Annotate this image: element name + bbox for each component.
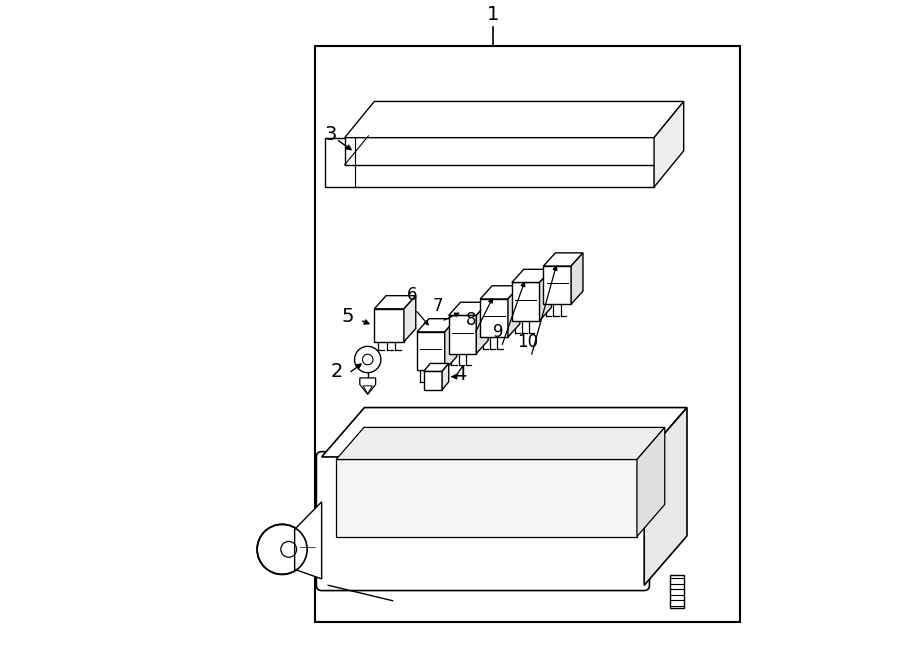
Polygon shape [336,428,665,459]
Polygon shape [321,408,687,457]
Text: 6: 6 [407,286,417,303]
Bar [374,309,404,342]
Circle shape [257,524,307,574]
Polygon shape [476,302,488,354]
Text: 4: 4 [454,365,466,384]
Polygon shape [481,286,520,299]
Bar [544,266,572,304]
Polygon shape [404,295,416,342]
Bar [417,332,445,370]
Polygon shape [572,253,583,304]
Text: 2: 2 [330,362,343,381]
Polygon shape [449,302,488,315]
Polygon shape [644,408,687,585]
Polygon shape [508,286,520,337]
Polygon shape [345,101,684,137]
Text: 8: 8 [466,311,476,329]
Bar [512,282,539,321]
Bar [424,371,442,390]
Text: 9: 9 [493,323,503,341]
Polygon shape [544,253,583,266]
Bar [315,46,740,621]
Polygon shape [637,428,665,537]
Polygon shape [325,137,654,187]
Polygon shape [654,101,684,187]
Polygon shape [360,378,375,395]
Bar [449,315,476,354]
Text: 7: 7 [433,297,444,315]
Text: 1: 1 [487,5,499,24]
Bar [336,459,637,537]
Polygon shape [442,364,449,390]
Polygon shape [512,269,552,282]
Polygon shape [424,364,449,371]
Text: 5: 5 [341,307,354,327]
Polygon shape [445,319,456,370]
FancyBboxPatch shape [317,451,650,590]
Polygon shape [417,319,456,332]
Bar [481,299,508,337]
Polygon shape [374,295,416,309]
Polygon shape [539,269,552,321]
Polygon shape [294,502,321,579]
Text: 3: 3 [324,125,337,144]
Text: 10: 10 [518,333,538,351]
Polygon shape [363,386,373,394]
Bar [670,576,684,608]
